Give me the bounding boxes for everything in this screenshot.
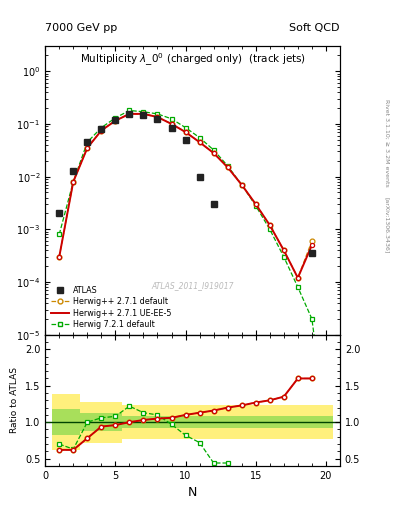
Legend: ATLAS, Herwig++ 2.7.1 default, Herwig++ 2.7.1 UE-EE-5, Herwig 7.2.1 default: ATLAS, Herwig++ 2.7.1 default, Herwig++ … [49,284,173,331]
Text: [arXiv:1306.3436]: [arXiv:1306.3436] [385,197,389,253]
Text: Soft QCD: Soft QCD [290,23,340,33]
Text: Multiplicity $\lambda\_0^0$ (charged only)  (track jets): Multiplicity $\lambda\_0^0$ (charged onl… [79,52,306,69]
X-axis label: N: N [188,486,197,499]
Text: 7000 GeV pp: 7000 GeV pp [45,23,118,33]
Text: Rivet 3.1.10; ≥ 3.2M events: Rivet 3.1.10; ≥ 3.2M events [385,99,389,187]
Y-axis label: Ratio to ATLAS: Ratio to ATLAS [10,367,19,433]
Text: ATLAS_2011_I919017: ATLAS_2011_I919017 [151,281,234,290]
